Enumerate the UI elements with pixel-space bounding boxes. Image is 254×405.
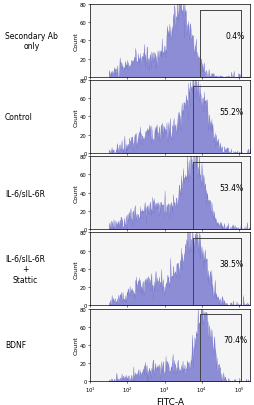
Text: BDNF: BDNF: [5, 341, 26, 350]
Text: IL-6/sIL-6R
+
Stattic: IL-6/sIL-6R + Stattic: [5, 254, 45, 284]
Text: 53.4%: 53.4%: [219, 183, 244, 192]
Y-axis label: Count: Count: [74, 32, 78, 51]
Y-axis label: Count: Count: [74, 184, 78, 202]
Text: Control: Control: [5, 113, 33, 121]
Y-axis label: Count: Count: [74, 108, 78, 126]
Text: 70.4%: 70.4%: [223, 335, 247, 345]
Y-axis label: Count: Count: [74, 336, 78, 354]
Text: Secondary Ab
only: Secondary Ab only: [5, 32, 58, 51]
Text: 0.4%: 0.4%: [226, 32, 245, 40]
Y-axis label: Count: Count: [74, 260, 78, 279]
Text: 38.5%: 38.5%: [219, 260, 244, 269]
Text: 55.2%: 55.2%: [219, 108, 244, 117]
Text: IL-6/sIL-6R: IL-6/sIL-6R: [5, 189, 45, 198]
X-axis label: FITC-A: FITC-A: [156, 397, 184, 405]
